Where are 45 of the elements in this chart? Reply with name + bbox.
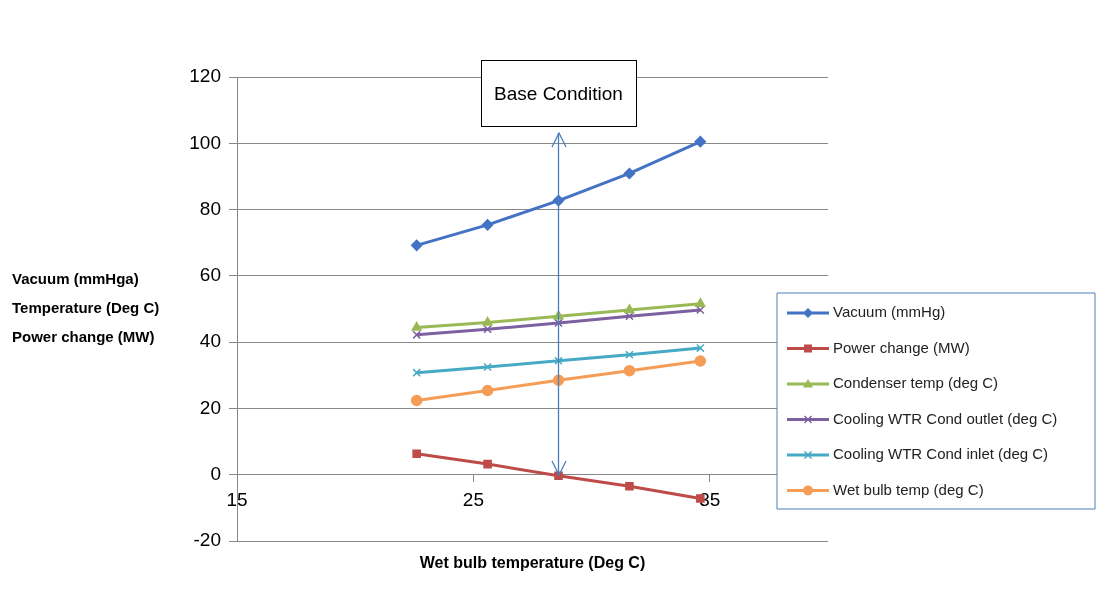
y-tick-label: 40 [199, 330, 221, 352]
point [696, 343, 705, 353]
point [481, 384, 494, 397]
y-axis-title: Vacuum (mmHga) Temperature (Deg C) Power change (MW) [12, 269, 160, 347]
y-tick-label: 20 [199, 396, 221, 418]
point [412, 449, 421, 459]
point [624, 304, 635, 314]
legend-label: Vacuum (mmHg) [833, 303, 946, 321]
legend-label: Wet bulb temp (deg C) [833, 480, 984, 498]
y-tick-label: 0 [210, 462, 221, 484]
legend-label: Condenser temp (deg C) [833, 374, 999, 392]
point [554, 318, 563, 328]
label-box: Base Condition [480, 60, 637, 127]
point [412, 330, 421, 340]
point [412, 368, 421, 377]
x-tick-label: 25 [462, 489, 484, 511]
x-axis-title: Wet bulb temperature (Deg C) [418, 554, 647, 572]
point [481, 219, 494, 231]
y-tick-label: 120 [189, 65, 221, 87]
legend-label: Cooling WTR Cond inlet (deg C) [833, 445, 1049, 463]
legend-label: Cooling WTR Cond outlet (deg C) [833, 409, 1058, 427]
point [554, 356, 563, 365]
point [694, 135, 707, 148]
point [695, 297, 706, 307]
x-tick-label: 15 [226, 489, 248, 511]
point [623, 167, 636, 180]
legend-label: Power change (MW) [833, 338, 970, 356]
y-tick-label: 80 [199, 197, 221, 219]
point [625, 350, 634, 360]
point [483, 459, 492, 469]
y-tick-label: 60 [199, 264, 221, 286]
point [411, 321, 422, 331]
y-tick-label: -20 [193, 529, 221, 551]
point [410, 239, 423, 252]
y-tick-label: 100 [189, 131, 221, 153]
ref-line-label: Base Condition [494, 82, 623, 105]
point [694, 355, 707, 367]
point [483, 324, 492, 334]
x-tick-label: 35 [699, 489, 721, 511]
point [623, 364, 636, 377]
point [410, 394, 423, 407]
point [483, 362, 492, 372]
point [625, 482, 634, 491]
point [625, 312, 634, 321]
point [482, 316, 493, 326]
